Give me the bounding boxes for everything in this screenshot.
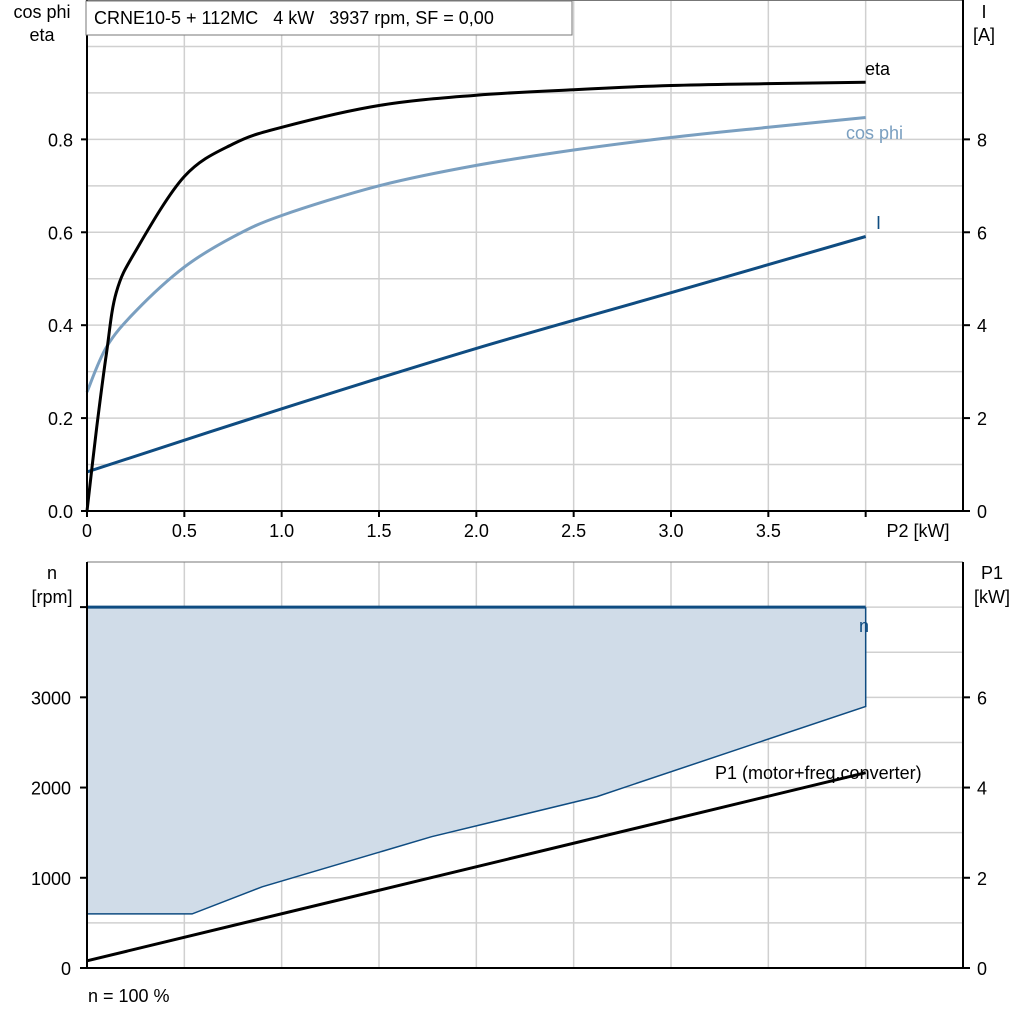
x-tick-label: 2.5 (561, 521, 586, 541)
y-tick-label-left: 0.4 (48, 316, 73, 336)
x-tick-label: 0 (82, 521, 92, 541)
y-tick-label-right: 0 (977, 502, 987, 522)
chart-title: CRNE10-5 + 112MC 4 kW 3937 rpm, SF = 0,0… (94, 8, 494, 28)
speed-min-line (87, 607, 867, 915)
top-right-axis-label-2: [A] (973, 25, 995, 45)
y-tick-label-right: 4 (977, 779, 987, 799)
p1-series-label: P1 (motor+freq.converter) (715, 763, 922, 783)
current-line (86, 235, 867, 474)
x-axis-label: P2 [kW] (886, 521, 949, 541)
cosphi-line (85, 116, 866, 393)
y-tick-label-left: 0.0 (48, 502, 73, 522)
y-tick-label-left: 1000 (31, 869, 71, 889)
y-tick-label-right: 0 (977, 959, 987, 979)
y-tick-label-left: 3000 (31, 688, 71, 708)
top-grid (87, 0, 963, 511)
title-box (85, 0, 573, 36)
y-tick-label-right: 2 (977, 869, 987, 889)
y-tick-label-right: 8 (977, 130, 987, 150)
bottom-right-axis-label-2: [kW] (974, 587, 1010, 607)
tick-labels: 0 0.5 1.0 1.5 2.0 2.5 3.0 3.5 0.0 0.2 0.4 0.6 0.8 0 2 4… (31, 130, 987, 979)
y-tick-label-left: 0.6 (48, 223, 73, 243)
bottom-left-axis-label-1: n (47, 563, 57, 583)
x-tick-label: 3.5 (756, 521, 781, 541)
x-tick-label: 2.0 (464, 521, 489, 541)
y-tick-label-left: 2000 (31, 779, 71, 799)
speed-range-area (87, 607, 866, 914)
eta-line (85, 80, 866, 512)
y-tick-label-left: 0.8 (48, 130, 73, 150)
x-tick-label: 1.0 (269, 521, 294, 541)
x-tick-label: 3.0 (658, 521, 683, 541)
bottom-left-axis-label-2: [rpm] (31, 587, 72, 607)
y-tick-label-left: 0.2 (48, 409, 73, 429)
speed-series-label: n (859, 616, 869, 636)
x-tick-label: 1.5 (366, 521, 391, 541)
top-right-axis-label-1: I (981, 2, 986, 22)
y-tick-label-left: 0 (61, 959, 71, 979)
speed-footer: n = 100 % (88, 986, 170, 1006)
cosphi-series-label: cos phi (846, 123, 903, 143)
top-marks (85, 80, 867, 512)
top-left-axis-label-2: eta (29, 25, 55, 45)
p1-line (86, 771, 867, 963)
bottom-right-axis-label-1: P1 (981, 563, 1003, 583)
y-tick-label-right: 6 (977, 223, 987, 243)
y-tick-label-right: 2 (977, 409, 987, 429)
top-left-axis-label-1: cos phi (13, 2, 70, 22)
eta-series-label: eta (865, 59, 891, 79)
x-tick-label: 0.5 (172, 521, 197, 541)
axes (80, 0, 970, 969)
bottom-marks (86, 605, 867, 963)
current-series-label: I (876, 213, 881, 233)
y-tick-label-right: 6 (977, 688, 987, 708)
y-tick-label-right: 4 (977, 316, 987, 336)
